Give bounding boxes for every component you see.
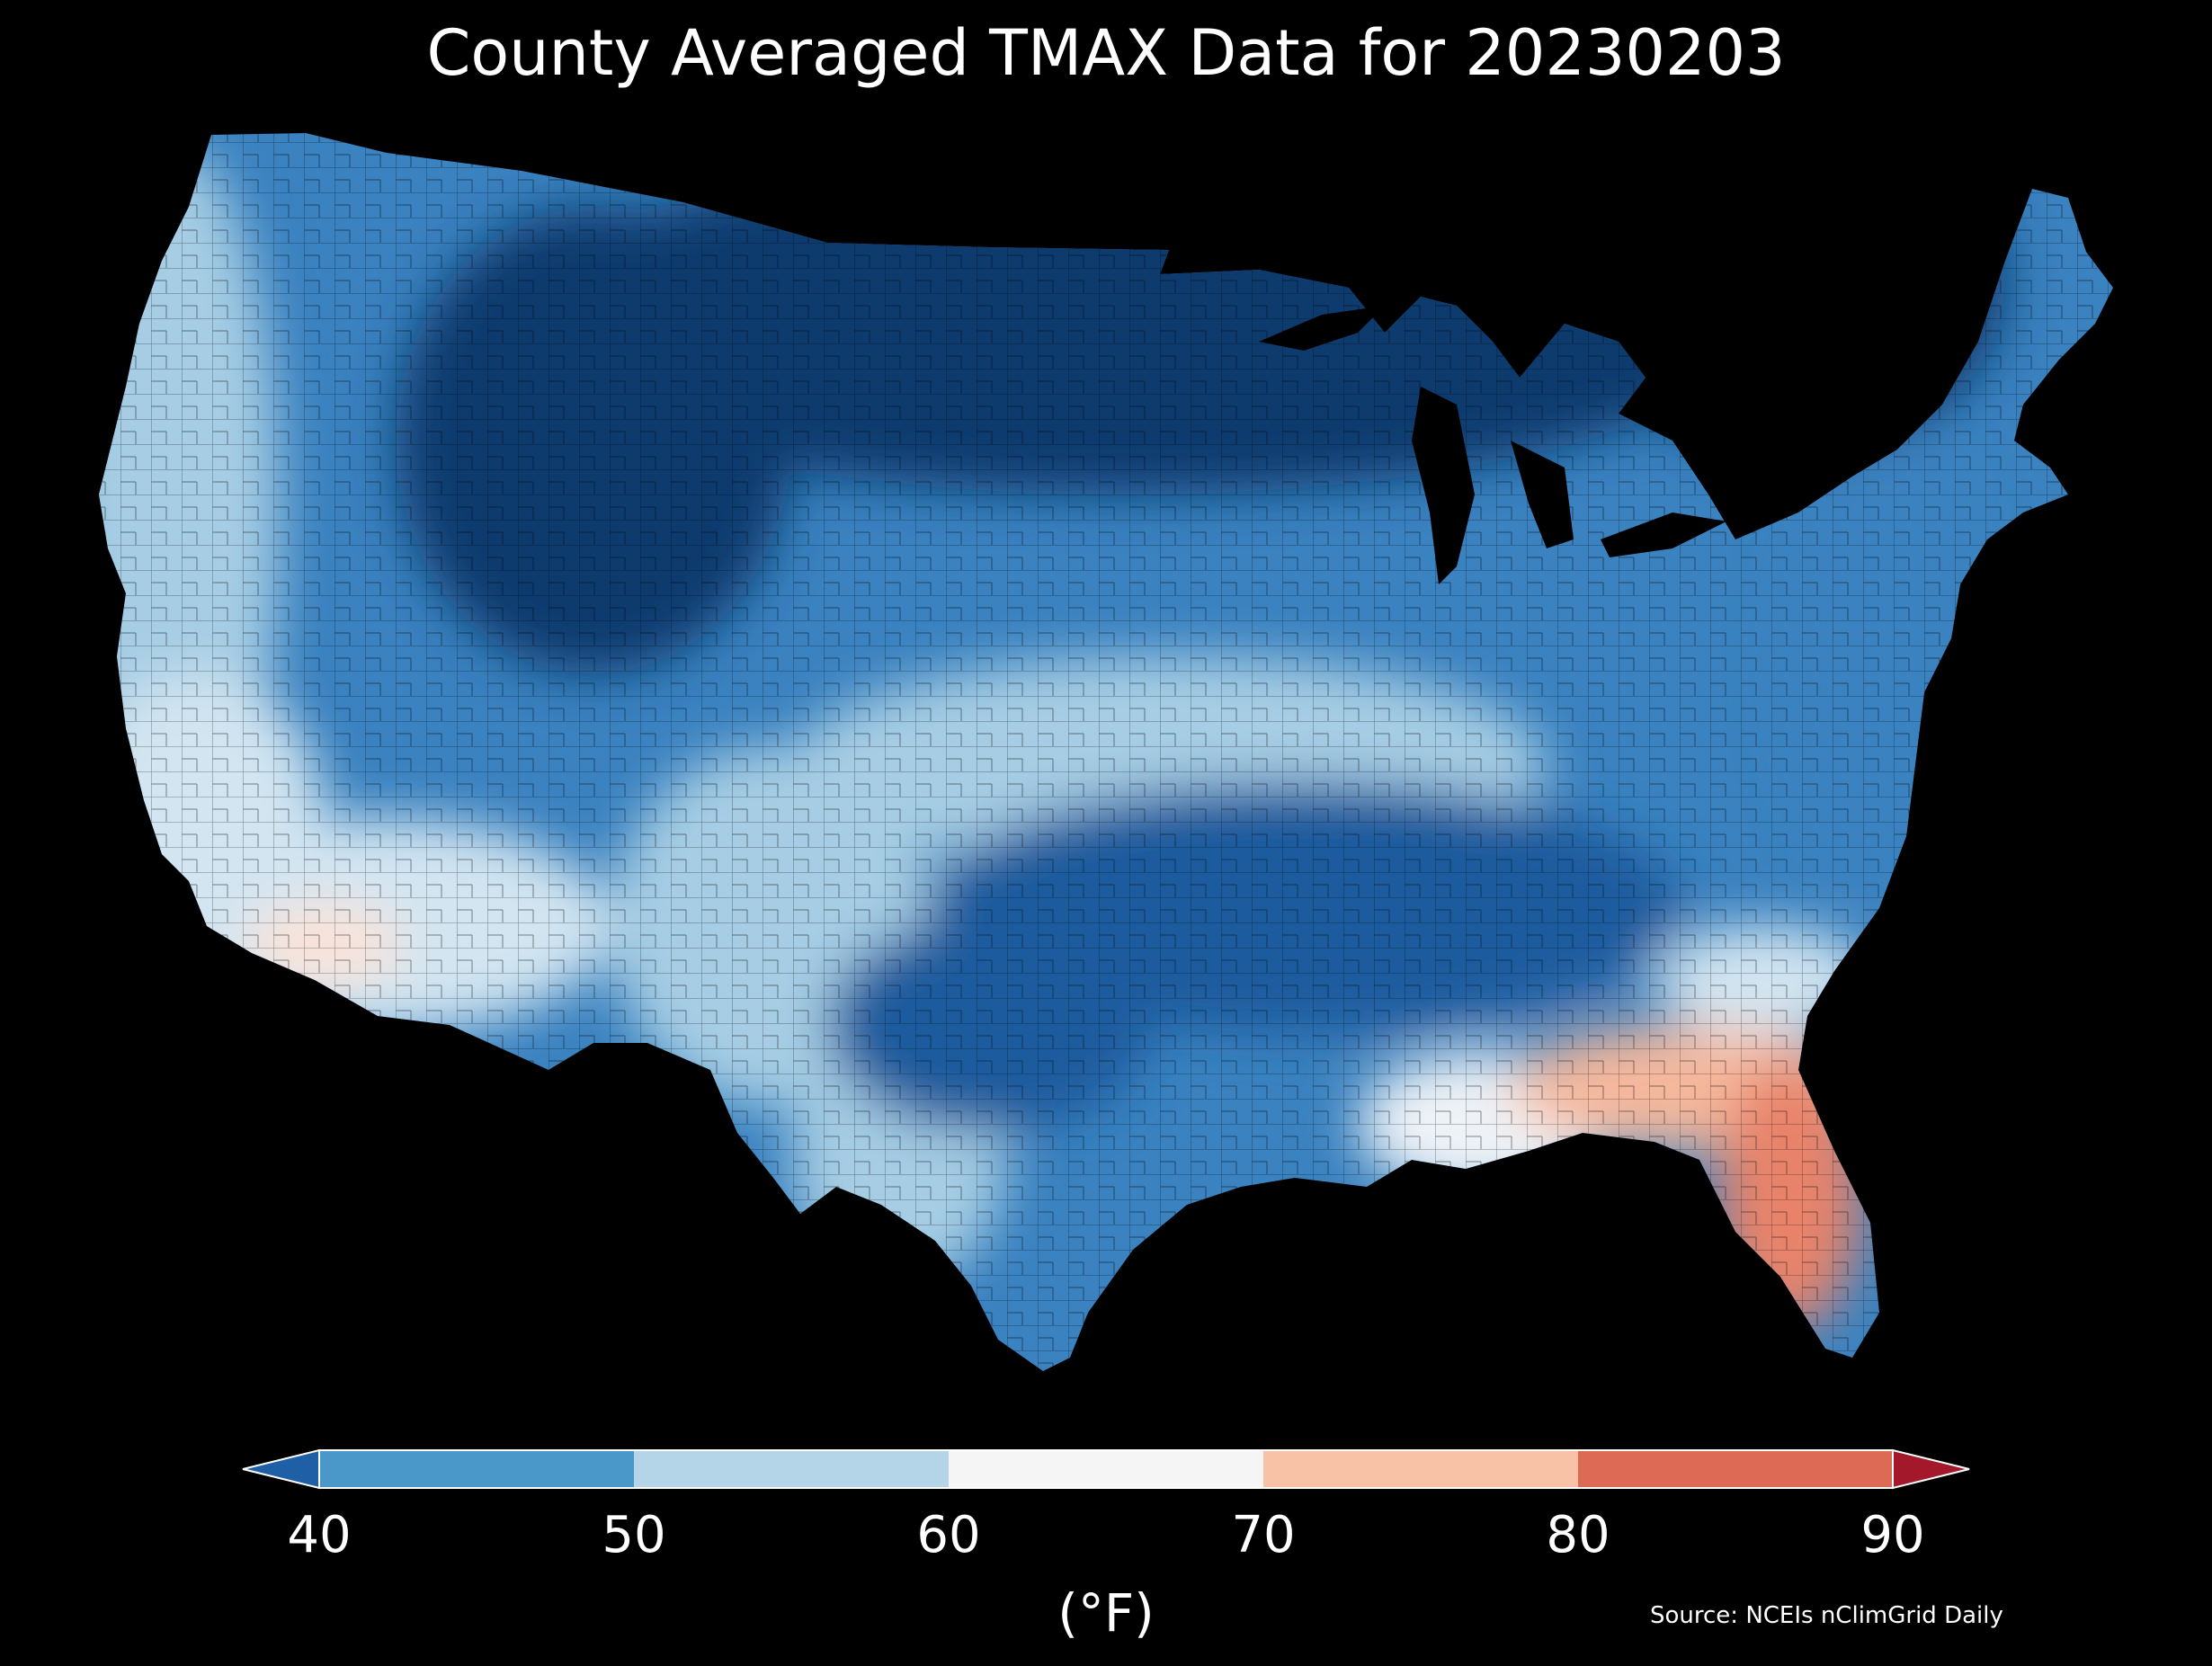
colorbar-tick-label: 40 (287, 1506, 352, 1564)
colorbar-bins (242, 1448, 1970, 1490)
colorbar-tick-label: 80 (1546, 1506, 1610, 1564)
colorbar-tick-label: 90 (1860, 1506, 1925, 1564)
great-lakes (1259, 306, 1798, 584)
colorbar-tick-label: 70 (1231, 1506, 1296, 1564)
colorbar-frame (318, 1449, 1894, 1489)
temperature-fields (99, 133, 2113, 1371)
colorbar-unit: (°F) (1057, 1582, 1155, 1644)
map-title: County Averaged TMAX Data for 20230203 (426, 16, 1786, 90)
county-temperature-map (99, 133, 2113, 1371)
colorbar-extend-low (242, 1448, 320, 1490)
colorbar-bin (1263, 1450, 1578, 1488)
colorbar-tick-label: 50 (602, 1506, 666, 1564)
colorbar-tick-label: 60 (916, 1506, 981, 1564)
colorbar-bin (634, 1450, 949, 1488)
source-credit: Source: NCEIs nClimGrid Daily (1650, 1602, 2003, 1629)
colorbar-bin (319, 1450, 634, 1488)
colorbar-extend-high (1892, 1448, 1970, 1490)
colorbar-bin (1578, 1450, 1893, 1488)
colorbar-bin (949, 1450, 1263, 1488)
